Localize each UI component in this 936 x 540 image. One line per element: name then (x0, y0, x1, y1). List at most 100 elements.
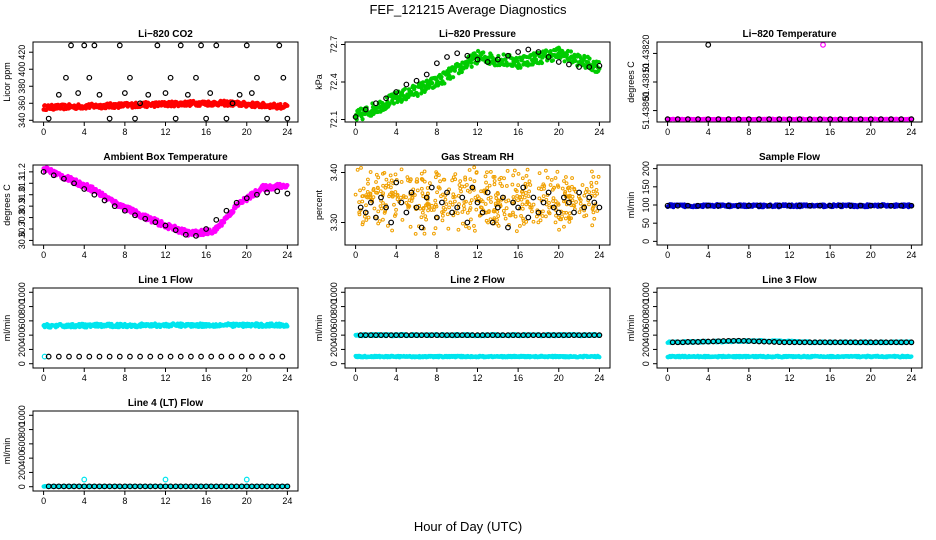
raw-point (505, 169, 510, 173)
raw-point (155, 217, 160, 222)
raw-point (407, 198, 412, 203)
average-point (560, 194, 567, 201)
raw-point (467, 189, 472, 194)
average-point (116, 353, 123, 360)
average-point (581, 204, 588, 211)
average-point (279, 353, 286, 360)
average-point (586, 194, 593, 201)
raw-point (419, 215, 424, 220)
average-point (55, 353, 62, 360)
average-point (725, 202, 732, 209)
raw-point (368, 170, 373, 174)
raw-point (570, 184, 574, 189)
average-point (586, 64, 593, 70)
y-tick-label: 72.7 (329, 36, 339, 54)
average-point (75, 90, 82, 96)
x-tick-label: 16 (513, 127, 523, 137)
raw-point (576, 194, 581, 199)
raw-point (360, 222, 365, 227)
raw-point (360, 194, 365, 199)
raw-point (494, 193, 498, 198)
series-average (664, 202, 915, 209)
raw-point (410, 195, 414, 200)
raw-point (487, 183, 492, 188)
raw-point (357, 212, 362, 217)
raw-point (444, 202, 449, 207)
average-point (274, 188, 281, 195)
raw-point (459, 189, 463, 194)
raw-point (374, 180, 378, 184)
x-tick-label: 8 (434, 127, 439, 137)
x-tick-label: 16 (201, 127, 211, 137)
x-tick-label: 20 (554, 373, 564, 383)
raw-point (540, 184, 545, 189)
raw-point (596, 174, 601, 179)
y-tick-label: 600 (329, 313, 339, 328)
raw-point (460, 221, 465, 226)
raw-point (534, 214, 539, 219)
x-tick-label: 0 (665, 250, 670, 260)
raw-point (568, 198, 573, 203)
raw-point (285, 183, 290, 188)
raw-point (492, 182, 497, 187)
average-point (908, 202, 915, 209)
raw-point (591, 189, 596, 194)
panel-title: Gas Stream RH (441, 152, 514, 163)
raw-point (399, 180, 404, 184)
average-point (182, 231, 189, 238)
average-point (525, 46, 532, 53)
average-point (685, 116, 691, 122)
average-point (535, 49, 542, 55)
raw-point (472, 224, 476, 228)
average-point (157, 353, 164, 360)
raw-point (372, 206, 377, 211)
x-tick-label: 8 (434, 250, 439, 260)
raw-point (556, 202, 561, 207)
raw-point (452, 199, 457, 204)
average-point (248, 353, 255, 360)
y-tick-label: 400 (17, 328, 27, 343)
average-point (525, 214, 532, 221)
average-point (444, 189, 450, 196)
data-layer (41, 42, 291, 122)
average-point (695, 116, 701, 122)
raw-point (570, 176, 574, 180)
raw-point (567, 219, 572, 224)
x-tick-label: 20 (866, 127, 876, 137)
raw-point (564, 175, 568, 179)
raw-point (374, 190, 378, 195)
average-point (223, 207, 230, 214)
average-point (494, 204, 501, 211)
average-point (167, 353, 174, 360)
average-point (444, 54, 450, 60)
series-outlier (820, 42, 826, 48)
raw-point (503, 216, 508, 221)
raw-point (570, 198, 575, 203)
raw-point (426, 208, 430, 213)
x-tick-label: 0 (665, 127, 670, 137)
raw-point (388, 173, 393, 178)
raw-point (474, 207, 479, 212)
raw-point (441, 205, 446, 210)
raw-point (442, 177, 447, 182)
raw-point (508, 213, 513, 218)
data-layer (41, 321, 290, 360)
raw-point (422, 231, 427, 236)
raw-point (523, 181, 528, 186)
raw-point (462, 184, 467, 189)
average-point (61, 175, 67, 182)
raw-point (518, 65, 523, 70)
raw-point (502, 212, 507, 217)
raw-point (455, 211, 460, 216)
raw-point (518, 194, 523, 199)
average-point (383, 204, 389, 211)
raw-point (472, 179, 477, 184)
average-point (96, 353, 103, 360)
raw-point (501, 208, 506, 213)
raw-point (553, 176, 558, 180)
x-tick-label: 8 (746, 127, 751, 137)
panel-title: Line 3 Flow (762, 275, 817, 286)
